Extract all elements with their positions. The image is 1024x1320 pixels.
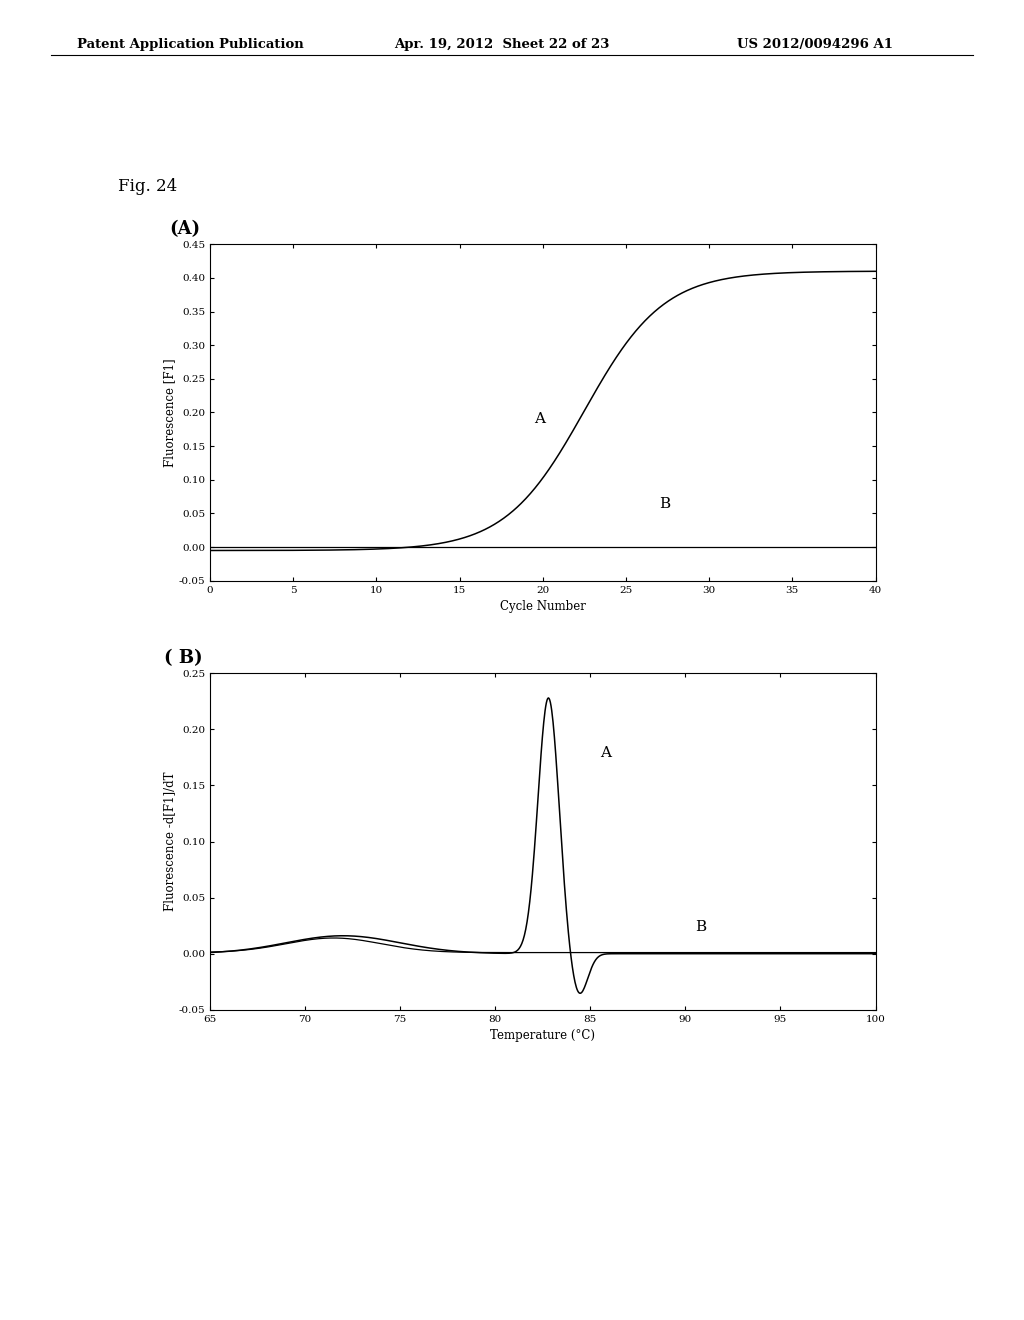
Y-axis label: Fluorescence -d[F1]/dT: Fluorescence -d[F1]/dT xyxy=(163,772,176,911)
Text: A: A xyxy=(535,412,546,425)
Text: Fig. 24: Fig. 24 xyxy=(118,178,177,195)
Text: Patent Application Publication: Patent Application Publication xyxy=(77,37,303,50)
Text: A: A xyxy=(600,746,610,760)
Y-axis label: Fluorescence [F1]: Fluorescence [F1] xyxy=(163,358,176,467)
Text: B: B xyxy=(695,920,706,935)
X-axis label: Cycle Number: Cycle Number xyxy=(500,601,586,614)
Text: (A): (A) xyxy=(169,220,200,239)
X-axis label: Temperature (°C): Temperature (°C) xyxy=(490,1030,595,1043)
Text: Apr. 19, 2012  Sheet 22 of 23: Apr. 19, 2012 Sheet 22 of 23 xyxy=(394,37,609,50)
Text: B: B xyxy=(659,498,671,511)
Text: US 2012/0094296 A1: US 2012/0094296 A1 xyxy=(737,37,893,50)
Text: ( B): ( B) xyxy=(164,649,203,668)
